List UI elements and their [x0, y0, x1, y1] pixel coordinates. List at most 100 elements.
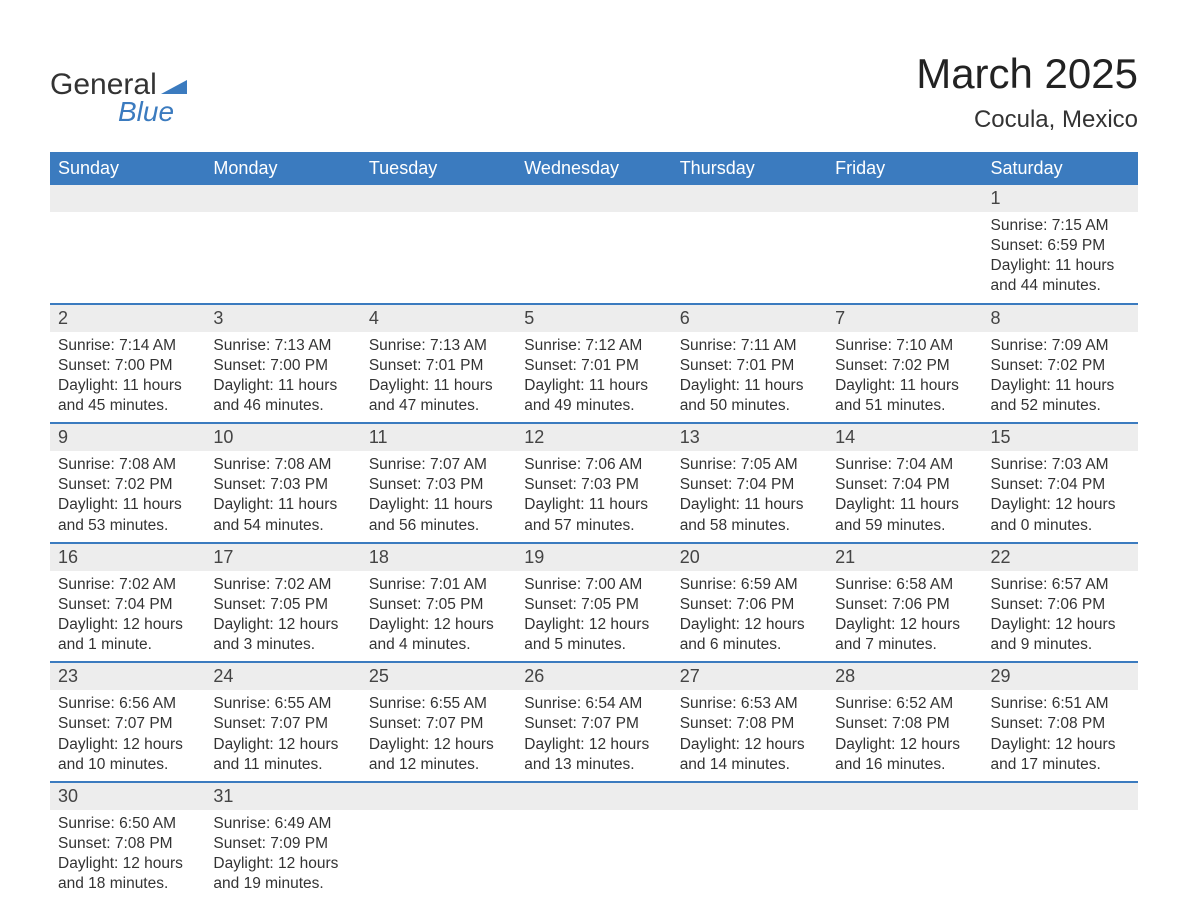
daylight-text: Daylight: 12 hours and 5 minutes. [524, 615, 663, 655]
daylight-text: Daylight: 12 hours and 17 minutes. [991, 735, 1130, 775]
day-body: Sunrise: 7:13 AMSunset: 7:00 PMDaylight:… [205, 332, 360, 423]
day-number [50, 185, 205, 212]
sunset-text: Sunset: 7:08 PM [991, 714, 1130, 734]
daylight-text: Daylight: 11 hours and 54 minutes. [213, 495, 352, 535]
day-number [672, 783, 827, 810]
day-number [672, 185, 827, 212]
sunset-text: Sunset: 7:07 PM [524, 714, 663, 734]
calendar-day-cell: 22Sunrise: 6:57 AMSunset: 7:06 PMDayligh… [983, 543, 1138, 663]
daylight-text: Daylight: 12 hours and 16 minutes. [835, 735, 974, 775]
day-number: 8 [983, 305, 1138, 332]
sunrise-text: Sunrise: 7:11 AM [680, 336, 819, 356]
day-number: 3 [205, 305, 360, 332]
day-body: Sunrise: 7:03 AMSunset: 7:04 PMDaylight:… [983, 451, 1138, 542]
sunset-text: Sunset: 7:09 PM [213, 834, 352, 854]
calendar-day-cell: 8Sunrise: 7:09 AMSunset: 7:02 PMDaylight… [983, 304, 1138, 424]
calendar-day-cell: 25Sunrise: 6:55 AMSunset: 7:07 PMDayligh… [361, 662, 516, 782]
day-body: Sunrise: 6:55 AMSunset: 7:07 PMDaylight:… [361, 690, 516, 781]
sunset-text: Sunset: 7:02 PM [835, 356, 974, 376]
sunset-text: Sunset: 7:04 PM [680, 475, 819, 495]
day-number: 23 [50, 663, 205, 690]
sunrise-text: Sunrise: 7:06 AM [524, 455, 663, 475]
day-body: Sunrise: 7:13 AMSunset: 7:01 PMDaylight:… [361, 332, 516, 423]
calendar-day-cell [50, 185, 205, 304]
day-number [205, 185, 360, 212]
day-body: Sunrise: 7:12 AMSunset: 7:01 PMDaylight:… [516, 332, 671, 423]
day-number: 7 [827, 305, 982, 332]
day-number: 10 [205, 424, 360, 451]
day-body [827, 212, 982, 222]
calendar-day-cell: 3Sunrise: 7:13 AMSunset: 7:00 PMDaylight… [205, 304, 360, 424]
day-number: 24 [205, 663, 360, 690]
day-number [361, 783, 516, 810]
day-body: Sunrise: 6:54 AMSunset: 7:07 PMDaylight:… [516, 690, 671, 781]
day-body: Sunrise: 6:52 AMSunset: 7:08 PMDaylight:… [827, 690, 982, 781]
calendar-day-cell: 16Sunrise: 7:02 AMSunset: 7:04 PMDayligh… [50, 543, 205, 663]
sunrise-text: Sunrise: 7:15 AM [991, 216, 1130, 236]
calendar-day-cell: 19Sunrise: 7:00 AMSunset: 7:05 PMDayligh… [516, 543, 671, 663]
day-number [516, 185, 671, 212]
day-number: 6 [672, 305, 827, 332]
day-number: 13 [672, 424, 827, 451]
daylight-text: Daylight: 12 hours and 9 minutes. [991, 615, 1130, 655]
weekday-header: Saturday [983, 152, 1138, 185]
sunrise-text: Sunrise: 7:02 AM [58, 575, 197, 595]
day-number [516, 783, 671, 810]
sunrise-text: Sunrise: 6:52 AM [835, 694, 974, 714]
day-number [827, 185, 982, 212]
day-body: Sunrise: 7:08 AMSunset: 7:02 PMDaylight:… [50, 451, 205, 542]
daylight-text: Daylight: 11 hours and 53 minutes. [58, 495, 197, 535]
sunset-text: Sunset: 7:02 PM [58, 475, 197, 495]
calendar-day-cell: 27Sunrise: 6:53 AMSunset: 7:08 PMDayligh… [672, 662, 827, 782]
sunset-text: Sunset: 7:05 PM [524, 595, 663, 615]
daylight-text: Daylight: 11 hours and 47 minutes. [369, 376, 508, 416]
sunrise-text: Sunrise: 6:56 AM [58, 694, 197, 714]
day-body: Sunrise: 7:07 AMSunset: 7:03 PMDaylight:… [361, 451, 516, 542]
day-body: Sunrise: 6:50 AMSunset: 7:08 PMDaylight:… [50, 810, 205, 901]
location-text: Cocula, Mexico [916, 106, 1138, 134]
sunset-text: Sunset: 7:05 PM [369, 595, 508, 615]
day-body [361, 810, 516, 820]
sunrise-text: Sunrise: 6:54 AM [524, 694, 663, 714]
day-body: Sunrise: 6:51 AMSunset: 7:08 PMDaylight:… [983, 690, 1138, 781]
weekday-header: Tuesday [361, 152, 516, 185]
calendar-day-cell [672, 782, 827, 901]
daylight-text: Daylight: 12 hours and 12 minutes. [369, 735, 508, 775]
calendar-day-cell [516, 782, 671, 901]
day-number: 15 [983, 424, 1138, 451]
daylight-text: Daylight: 11 hours and 59 minutes. [835, 495, 974, 535]
sunset-text: Sunset: 7:00 PM [213, 356, 352, 376]
calendar-day-cell: 26Sunrise: 6:54 AMSunset: 7:07 PMDayligh… [516, 662, 671, 782]
daylight-text: Daylight: 11 hours and 56 minutes. [369, 495, 508, 535]
day-body [983, 810, 1138, 820]
daylight-text: Daylight: 11 hours and 51 minutes. [835, 376, 974, 416]
sunrise-text: Sunrise: 6:55 AM [369, 694, 508, 714]
day-number: 17 [205, 544, 360, 571]
sunset-text: Sunset: 6:59 PM [991, 236, 1130, 256]
calendar-day-cell: 23Sunrise: 6:56 AMSunset: 7:07 PMDayligh… [50, 662, 205, 782]
sunrise-text: Sunrise: 7:10 AM [835, 336, 974, 356]
sunrise-text: Sunrise: 7:01 AM [369, 575, 508, 595]
daylight-text: Daylight: 12 hours and 18 minutes. [58, 854, 197, 894]
sunset-text: Sunset: 7:08 PM [58, 834, 197, 854]
sunset-text: Sunset: 7:01 PM [680, 356, 819, 376]
day-body: Sunrise: 6:55 AMSunset: 7:07 PMDaylight:… [205, 690, 360, 781]
sunrise-text: Sunrise: 6:51 AM [991, 694, 1130, 714]
day-number: 21 [827, 544, 982, 571]
day-number: 26 [516, 663, 671, 690]
daylight-text: Daylight: 12 hours and 0 minutes. [991, 495, 1130, 535]
day-body: Sunrise: 6:58 AMSunset: 7:06 PMDaylight:… [827, 571, 982, 662]
day-body: Sunrise: 7:11 AMSunset: 7:01 PMDaylight:… [672, 332, 827, 423]
calendar-day-cell [205, 185, 360, 304]
day-number: 22 [983, 544, 1138, 571]
sunset-text: Sunset: 7:08 PM [835, 714, 974, 734]
daylight-text: Daylight: 12 hours and 14 minutes. [680, 735, 819, 775]
day-body: Sunrise: 7:05 AMSunset: 7:04 PMDaylight:… [672, 451, 827, 542]
daylight-text: Daylight: 11 hours and 44 minutes. [991, 256, 1130, 296]
sunrise-text: Sunrise: 7:09 AM [991, 336, 1130, 356]
sunrise-text: Sunrise: 6:55 AM [213, 694, 352, 714]
weekday-header: Sunday [50, 152, 205, 185]
calendar-day-cell [672, 185, 827, 304]
daylight-text: Daylight: 12 hours and 13 minutes. [524, 735, 663, 775]
calendar-day-cell: 5Sunrise: 7:12 AMSunset: 7:01 PMDaylight… [516, 304, 671, 424]
